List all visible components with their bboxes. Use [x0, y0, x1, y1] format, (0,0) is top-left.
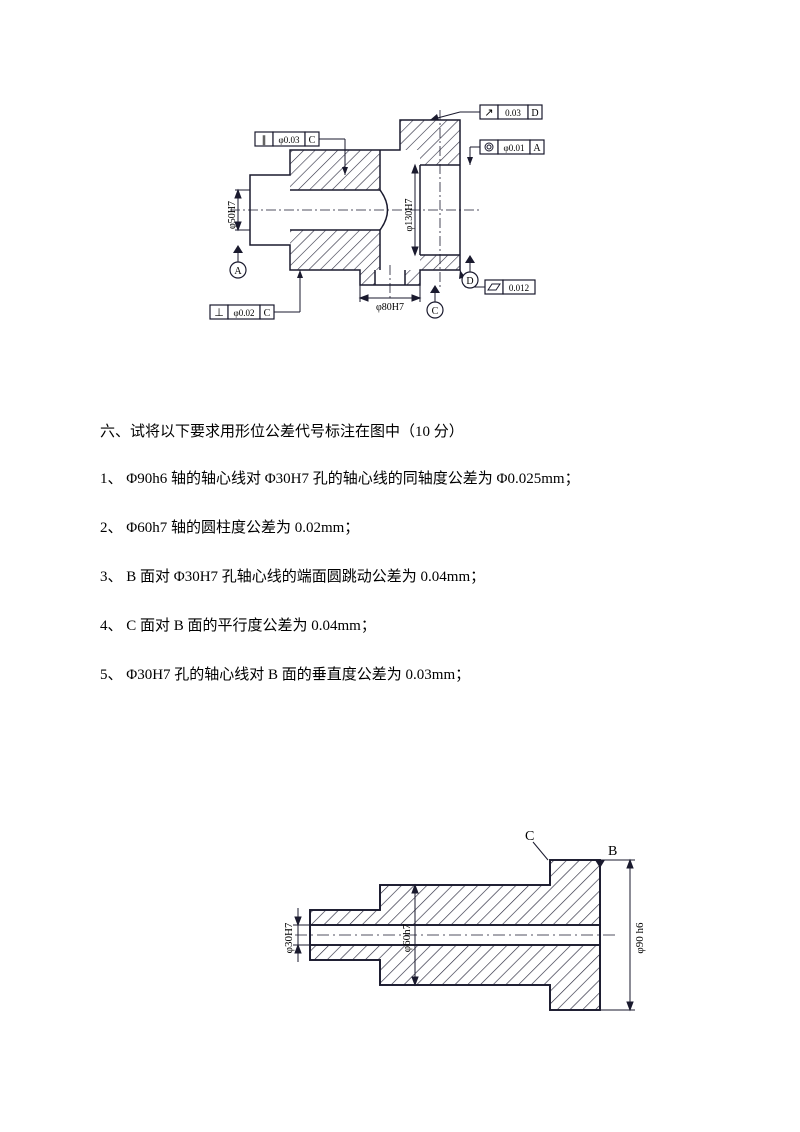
dim-d130: φ130H7	[404, 199, 415, 232]
dim-d80: φ80H7	[376, 302, 404, 313]
question-title: 六、试将以下要求用形位公差代号标注在图中（10 分）	[100, 420, 700, 441]
fcf-concentric: φ0.01 A	[467, 140, 544, 165]
figure-2-svg: φ30H7 φ60h7 φ90 h6 C B	[250, 820, 670, 1050]
figure-1-drawing: φ50H7 φ130H7 φ80H7 ∥ φ0.03 C	[160, 90, 580, 340]
svg-text:φ0.02: φ0.02	[234, 308, 255, 318]
question-item-2: 2、 Φ60h7 轴的圆柱度公差为 0.02mm；	[100, 518, 700, 539]
question-item-4: 4、 C 面对 B 面的平行度公差为 0.04mm；	[100, 616, 700, 637]
svg-text:↗: ↗	[484, 107, 493, 119]
datum-d: D	[462, 255, 478, 288]
svg-text:0.03: 0.03	[505, 108, 521, 118]
dim-d30: φ30H7	[283, 922, 295, 953]
svg-text:D: D	[531, 108, 538, 119]
question-item-5: 5、 Φ30H7 孔的轴心线对 B 面的垂直度公差为 0.03mm；	[100, 665, 700, 686]
datum-c: C	[427, 285, 443, 318]
svg-text:φ0.01: φ0.01	[504, 143, 525, 153]
figure-2-drawing: φ30H7 φ60h7 φ90 h6 C B	[250, 820, 670, 1050]
svg-text:C: C	[264, 308, 271, 319]
label-b: B	[595, 844, 617, 868]
svg-text:B: B	[608, 844, 617, 859]
dim-d60: φ60h7	[401, 923, 413, 952]
question-item-1: 1、 Φ90h6 轴的轴心线对 Φ30H7 孔的轴心线的同轴度公差为 Φ0.02…	[100, 469, 700, 490]
fcf-runout: ↗ 0.03 D	[430, 105, 542, 120]
label-c: C	[525, 829, 548, 860]
svg-text:D: D	[466, 276, 473, 287]
svg-text:⊥: ⊥	[214, 307, 224, 319]
figure-1-svg: φ50H7 φ130H7 φ80H7 ∥ φ0.03 C	[160, 90, 580, 340]
svg-text:C: C	[309, 135, 316, 146]
svg-text:A: A	[234, 266, 242, 277]
question-item-3: 3、 B 面对 Φ30H7 孔轴心线的端面圆跳动公差为 0.04mm；	[100, 567, 700, 588]
svg-text:C: C	[525, 829, 534, 844]
svg-text:C: C	[432, 306, 439, 317]
fcf-perpendicular: ⊥ φ0.02 C	[210, 270, 303, 319]
question-section: 六、试将以下要求用形位公差代号标注在图中（10 分） 1、 Φ90h6 轴的轴心…	[100, 420, 700, 714]
svg-text:0.012: 0.012	[509, 283, 529, 293]
dim-d50: φ50H7	[227, 201, 238, 229]
svg-text:A: A	[533, 143, 541, 154]
datum-a: A	[230, 245, 246, 278]
svg-text:∥: ∥	[262, 135, 267, 146]
dim-d90: φ90 h6	[634, 922, 646, 954]
svg-text:φ0.03: φ0.03	[279, 135, 300, 145]
